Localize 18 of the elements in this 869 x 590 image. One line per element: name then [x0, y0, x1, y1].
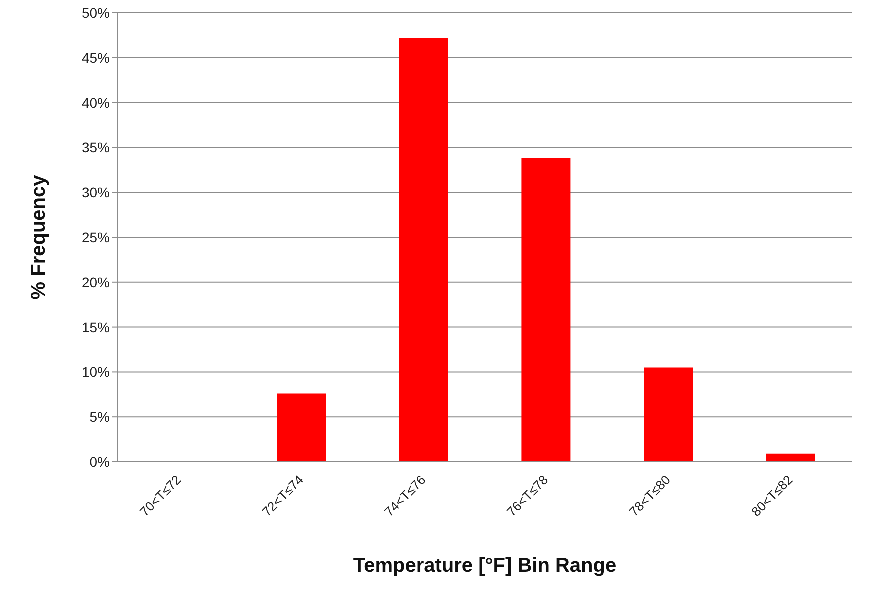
y-tick-label: 45% [82, 50, 110, 66]
bar [766, 454, 816, 462]
bar [644, 368, 694, 462]
y-tick-label: 5% [90, 409, 110, 426]
y-axis-title: % Frequency [28, 174, 50, 300]
y-tick-label: 50% [82, 4, 110, 21]
y-tick-label: 35% [82, 140, 110, 156]
y-tick-label: 20% [82, 274, 110, 290]
y-tick-label: 15% [82, 319, 110, 336]
bar [399, 38, 448, 462]
y-tick-label: 25% [82, 229, 110, 246]
y-tick-label: 40% [82, 94, 110, 111]
y-tick-label: 30% [82, 184, 110, 201]
bar [522, 158, 571, 462]
y-tick-label: 10% [82, 364, 110, 380]
y-tick-label: 0% [90, 454, 110, 470]
x-axis-title: Temperature [°F] Bin Range [353, 555, 617, 577]
bar [277, 394, 326, 462]
